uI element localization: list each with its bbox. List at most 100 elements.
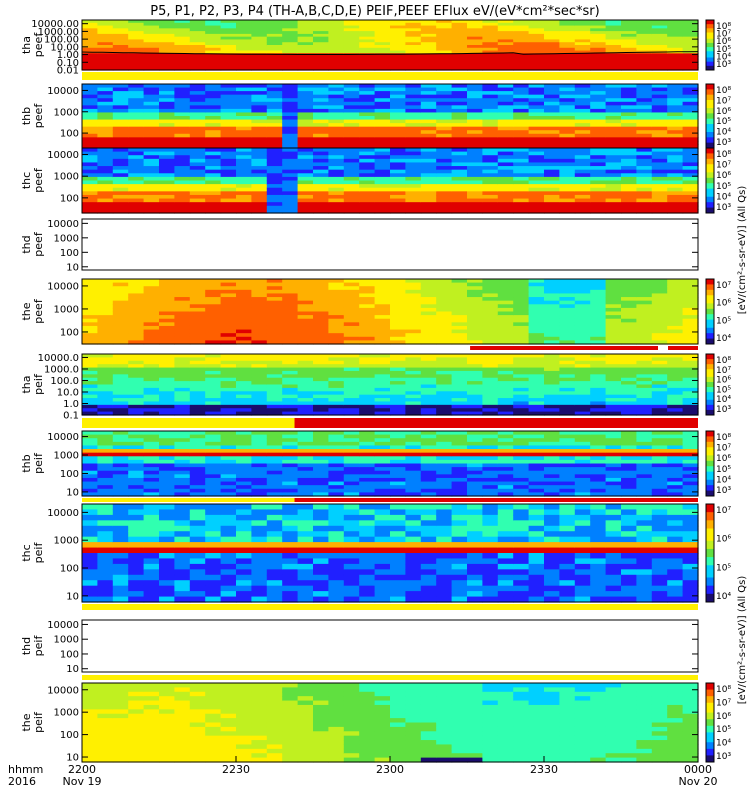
spectrogram-cell xyxy=(544,336,560,341)
spectrogram-cell xyxy=(682,140,699,146)
spectrogram-cell xyxy=(590,463,607,468)
colorbar-swatch xyxy=(706,207,714,211)
colorbar-swatch xyxy=(706,65,714,69)
spectrogram-cell xyxy=(621,47,637,52)
spectrogram-cell xyxy=(128,391,145,396)
spectrogram-cell xyxy=(559,488,576,493)
spectrogram-cell xyxy=(297,558,314,565)
spectrogram-cell xyxy=(236,50,252,54)
spectrogram-cell xyxy=(343,53,360,57)
spectrogram-cell xyxy=(313,441,329,447)
spectrogram-cell xyxy=(651,105,668,110)
spectrogram-cell xyxy=(251,354,268,358)
spectrogram-cell xyxy=(97,445,114,450)
spectrogram-cell xyxy=(420,20,437,24)
spectrogram-cell xyxy=(374,91,391,96)
spectrogram-cell xyxy=(544,194,560,200)
spectrogram-cell xyxy=(451,438,468,443)
spectrogram-cell xyxy=(251,137,268,142)
spectrogram-cell xyxy=(636,84,653,89)
spectrogram-cell xyxy=(236,22,252,27)
spectrogram-cell xyxy=(220,289,237,295)
spectrogram-cell xyxy=(513,205,530,210)
spectrogram-cell xyxy=(328,307,345,313)
spectrogram-cell xyxy=(112,33,129,38)
colorbar-swatch xyxy=(706,412,714,416)
spectrogram-cell xyxy=(544,98,560,103)
spectrogram-cell xyxy=(359,488,376,493)
spectrogram-cell xyxy=(390,108,406,114)
spectrogram-cell xyxy=(374,322,391,327)
spectrogram-cell xyxy=(621,94,637,99)
spectrogram-cell xyxy=(513,31,530,35)
spectrogram-cell xyxy=(282,151,299,156)
spectrogram-cell xyxy=(682,441,699,447)
spectrogram-cell xyxy=(451,367,468,372)
spectrogram-cell xyxy=(621,101,637,106)
spectrogram-cell xyxy=(266,563,283,570)
spectrogram-cell xyxy=(220,151,237,156)
spectrogram-cell xyxy=(451,123,468,128)
spectrogram-cell xyxy=(174,187,191,192)
spectrogram-cell xyxy=(266,116,283,121)
spectrogram-cell xyxy=(636,333,653,338)
spectrogram-cell xyxy=(143,474,160,479)
colorbar-tick-label: 10⁸ xyxy=(716,433,731,443)
spectrogram-cell xyxy=(436,53,453,57)
spectrogram-cell xyxy=(682,144,699,149)
spectrogram-cell xyxy=(82,20,98,24)
spectrogram-cell xyxy=(682,205,699,210)
spectrogram-cell xyxy=(374,318,391,323)
panel-ylabel-instrument-c-peef: thc xyxy=(20,172,33,189)
spectrogram-cell xyxy=(328,279,345,284)
spectrogram-cell xyxy=(528,162,545,167)
spectrogram-cell xyxy=(605,184,622,189)
spectrogram-cell xyxy=(174,42,191,46)
spectrogram-cell xyxy=(205,293,222,298)
spectrogram-cell xyxy=(605,367,622,372)
spectrogram-cell xyxy=(112,56,129,60)
spectrogram-cell xyxy=(251,300,268,305)
spectrogram-cell xyxy=(128,101,145,106)
spectrogram-cell xyxy=(251,563,268,570)
spectrogram-cell xyxy=(559,187,576,192)
spectrogram-cell xyxy=(266,307,283,313)
spectrogram-cell xyxy=(497,398,514,403)
spectrogram-cell xyxy=(621,64,637,68)
spectrogram-cell xyxy=(251,87,268,92)
spectrogram-cell xyxy=(266,459,283,465)
spectrogram-cell xyxy=(251,20,268,24)
spectrogram-cell xyxy=(605,354,622,358)
spectrogram-cell xyxy=(559,411,576,416)
spectrogram-cell xyxy=(128,25,145,29)
spectrogram-cell xyxy=(282,108,299,114)
spectrogram-cell xyxy=(682,377,699,382)
colorbar-swatch xyxy=(706,55,714,58)
spectrogram-cell xyxy=(651,169,668,174)
spectrogram-cell xyxy=(189,477,206,483)
spectrogram-cell xyxy=(482,282,499,287)
spectrogram-cell xyxy=(467,180,483,185)
spectrogram-cell xyxy=(497,45,514,49)
spectrogram-cell xyxy=(220,574,237,581)
spectrogram-cell xyxy=(497,329,514,334)
spectrogram-cell xyxy=(297,574,314,581)
spectrogram-cell xyxy=(220,329,237,334)
spectrogram-cell xyxy=(482,463,499,468)
spectrogram-cell xyxy=(159,387,175,392)
spectrogram-cell xyxy=(590,205,607,210)
spectrogram-cell xyxy=(682,354,699,358)
spectrogram-cell xyxy=(436,434,453,439)
spectrogram-cell xyxy=(297,67,314,71)
spectrogram-cell xyxy=(574,408,591,413)
spectrogram-cell xyxy=(297,205,314,210)
spectrogram-cell xyxy=(528,20,545,24)
spectrogram-cell xyxy=(636,459,653,465)
spectrogram-cell xyxy=(313,452,329,457)
spectrogram-cell xyxy=(544,438,560,443)
spectrogram-cell xyxy=(266,536,283,543)
spectrogram-cell xyxy=(251,370,268,375)
spectrogram-cell xyxy=(297,45,314,49)
spectrogram-cell xyxy=(467,91,483,96)
spectrogram-cell xyxy=(236,387,252,392)
